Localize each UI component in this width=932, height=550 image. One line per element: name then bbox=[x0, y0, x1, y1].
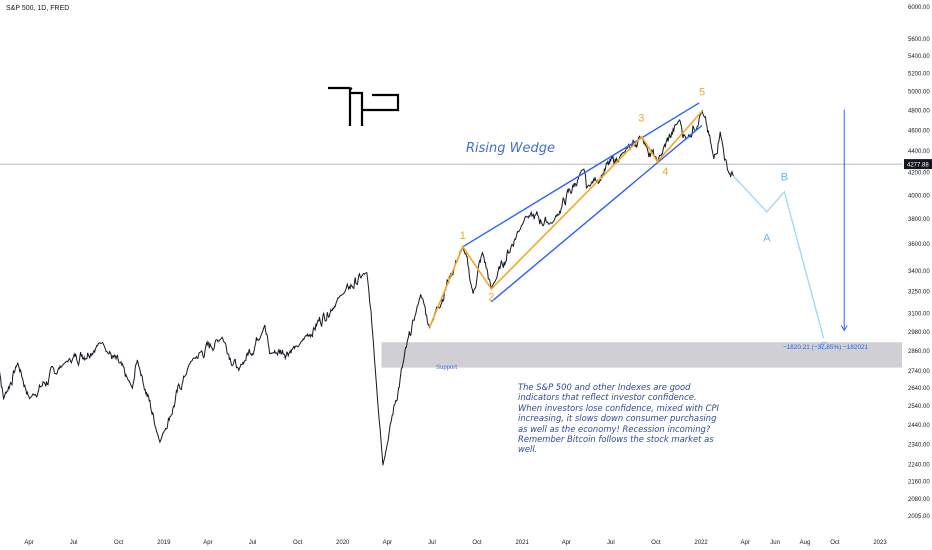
y-tick-label: 2860.00 bbox=[908, 349, 930, 355]
projection-path bbox=[732, 175, 825, 339]
wave-label-b: B bbox=[781, 171, 788, 183]
wave-label-1: 1 bbox=[460, 230, 466, 242]
projection-polyline bbox=[732, 175, 825, 339]
x-tick-label: 2020 bbox=[336, 540, 350, 546]
x-tick-label: Oct bbox=[651, 540, 661, 546]
tp-logo bbox=[328, 86, 400, 126]
y-tick-label: 2980.00 bbox=[908, 330, 930, 336]
x-tick-label: 2019 bbox=[157, 540, 171, 546]
y-tick-label: 5400.00 bbox=[908, 54, 930, 60]
wave-label-5: 5 bbox=[699, 86, 705, 98]
y-tick-label: 2005.00 bbox=[908, 514, 930, 520]
y-tick-label: 3400.00 bbox=[908, 269, 930, 275]
x-tick-label: Jul bbox=[607, 540, 615, 546]
wave-label-c: C bbox=[820, 340, 828, 352]
wave-label-a: A bbox=[763, 233, 771, 245]
last-price-value: 4277.88 bbox=[907, 162, 929, 168]
y-tick-label: 2080.00 bbox=[908, 497, 930, 503]
x-tick-label: 2023 bbox=[873, 540, 887, 546]
x-tick-label: Jul bbox=[249, 540, 257, 546]
wave-label-3: 3 bbox=[638, 112, 644, 124]
y-tick-label: 4400.00 bbox=[908, 149, 930, 155]
measure-label: −1820.21 (−37.85%) −182021 bbox=[783, 344, 869, 351]
wedge-lower-line bbox=[490, 124, 703, 303]
price-line bbox=[0, 109, 734, 466]
y-tick-label: 4000.00 bbox=[908, 193, 930, 199]
support-zone-rect bbox=[381, 342, 902, 368]
y-tick-label: 5200.00 bbox=[908, 71, 930, 77]
x-tick-label: Apr bbox=[24, 540, 33, 546]
y-tick-label: 3800.00 bbox=[908, 217, 930, 223]
y-axis[interactable]: 6000.00 5600.00 5400.00 5200.00 5000.00 4800.… bbox=[904, 5, 932, 520]
x-axis[interactable]: Apr Jul Oct 2019 Apr Jul Oct 2020 Apr Jul Oct 2021 A… bbox=[24, 540, 887, 546]
x-tick-label: Apr bbox=[562, 540, 571, 546]
x-tick-label: Oct bbox=[472, 540, 482, 546]
wave-path bbox=[428, 110, 703, 328]
symbol-title: S&P 500, 1D, FRED bbox=[6, 5, 70, 12]
x-tick-label: Jul bbox=[428, 540, 436, 546]
x-tick-label: Apr bbox=[741, 540, 750, 546]
y-tick-label: 2440.00 bbox=[908, 423, 930, 429]
y-tick-label: 2640.00 bbox=[908, 386, 930, 392]
wave-label-2: 2 bbox=[488, 291, 494, 303]
y-tick-label: 2160.00 bbox=[908, 479, 930, 485]
x-tick-label: Apr bbox=[203, 540, 212, 546]
measure-arrowhead bbox=[840, 325, 848, 332]
pattern-title: Rising Wedge bbox=[466, 141, 555, 156]
y-tick-label: 4800.00 bbox=[908, 109, 930, 115]
wave-label-4: 4 bbox=[662, 166, 668, 178]
x-tick-label: Jul bbox=[70, 540, 78, 546]
wave-polyline bbox=[428, 110, 703, 328]
y-tick-label: 6000.00 bbox=[908, 5, 930, 11]
y-tick-label: 2540.00 bbox=[908, 404, 930, 410]
x-tick-label: 2022 bbox=[694, 540, 708, 546]
measure-tool bbox=[840, 109, 848, 332]
y-tick-label: 2240.00 bbox=[908, 463, 930, 469]
rising-wedge bbox=[462, 102, 703, 303]
annotation-labels: 1 2 3 4 5 A B C bbox=[460, 86, 828, 352]
y-tick-label: 5000.00 bbox=[908, 90, 930, 96]
support-zone bbox=[381, 342, 902, 368]
x-tick-label: Oct bbox=[293, 540, 303, 546]
wedge-upper-line bbox=[462, 102, 700, 248]
y-tick-label: 2740.00 bbox=[908, 369, 930, 375]
y-tick-label: 2340.00 bbox=[908, 442, 930, 448]
price-series bbox=[0, 109, 734, 466]
x-tick-label: Oct bbox=[114, 540, 124, 546]
x-tick-label: Aug bbox=[800, 540, 811, 546]
y-tick-label: 3600.00 bbox=[908, 242, 930, 248]
y-tick-label: 4200.00 bbox=[908, 171, 930, 177]
y-tick-label: 3250.00 bbox=[908, 290, 930, 296]
y-tick-label: 5600.00 bbox=[908, 37, 930, 43]
x-tick-label: 2021 bbox=[515, 540, 529, 546]
last-price-badge bbox=[904, 159, 932, 170]
x-tick-label: Jun bbox=[770, 540, 780, 546]
support-label: Support bbox=[436, 365, 457, 371]
analysis-note: The S&P 500 and other Indexes are good i… bbox=[518, 382, 719, 455]
x-tick-label: Oct bbox=[830, 540, 840, 546]
y-tick-label: 4600.00 bbox=[908, 128, 930, 134]
x-tick-label: Apr bbox=[383, 540, 392, 546]
y-tick-label: 3100.00 bbox=[908, 312, 930, 318]
